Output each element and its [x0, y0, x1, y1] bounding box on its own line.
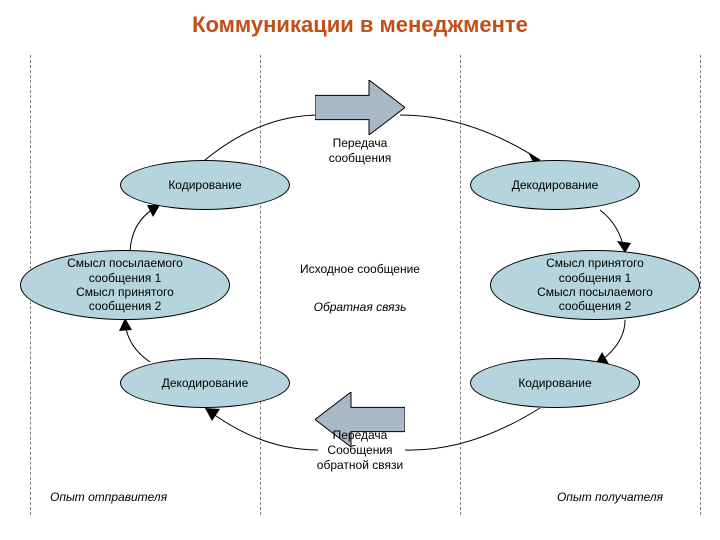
meaning-left-l4: сообщения 2 [67, 299, 183, 313]
node-decoding: Декодирование [470, 160, 640, 210]
divider-2 [260, 55, 261, 515]
node-decoding-2-label: Декодирование [162, 376, 249, 390]
divider-3 [460, 55, 461, 515]
node-encoding-label: Кодирование [168, 178, 241, 192]
meaning-left-l1: Смысл посылаемого [67, 256, 183, 270]
label-source-message: Исходное сообщение [280, 262, 440, 277]
node-meaning-left: Смысл посылаемого сообщения 1 Смысл прин… [20, 250, 230, 320]
label-transmit-top: Передача сообщения [310, 136, 410, 166]
label-transmit-top-l1: Передача [310, 136, 410, 151]
label-transmit-bottom: Передача Сообщения обратной связи [300, 428, 420, 473]
label-transmit-bottom-l1: Передача [300, 428, 420, 443]
node-meaning-right: Смысл принятого сообщения 1 Смысл посыла… [490, 250, 700, 320]
meaning-right-l4: сообщения 2 [537, 299, 653, 313]
node-encoding-2: Кодирование [470, 358, 640, 408]
node-encoding-2-label: Кодирование [518, 376, 591, 390]
meaning-left-l2: сообщения 1 [67, 271, 183, 285]
label-feedback: Обратная связь [295, 300, 425, 315]
node-encoding: Кодирование [120, 160, 290, 210]
diagram-title: Коммуникации в менеджменте [0, 12, 720, 38]
label-transmit-bottom-l2: Сообщения [300, 443, 420, 458]
node-decoding-2: Декодирование [120, 358, 290, 408]
label-transmit-top-l2: сообщения [310, 151, 410, 166]
meaning-right-l2: сообщения 1 [537, 271, 653, 285]
divider-4 [700, 55, 701, 515]
meaning-right-l3: Смысл посылаемого [537, 285, 653, 299]
meaning-left-l3: Смысл принятого [67, 285, 183, 299]
meaning-right-l1: Смысл принятого [537, 256, 653, 270]
label-sender-experience: Опыт отправителя [50, 490, 230, 505]
label-receiver-experience: Опыт получателя [520, 490, 700, 505]
label-transmit-bottom-l3: обратной связи [300, 458, 420, 473]
node-decoding-label: Декодирование [512, 178, 599, 192]
big-arrow-right [315, 80, 405, 135]
